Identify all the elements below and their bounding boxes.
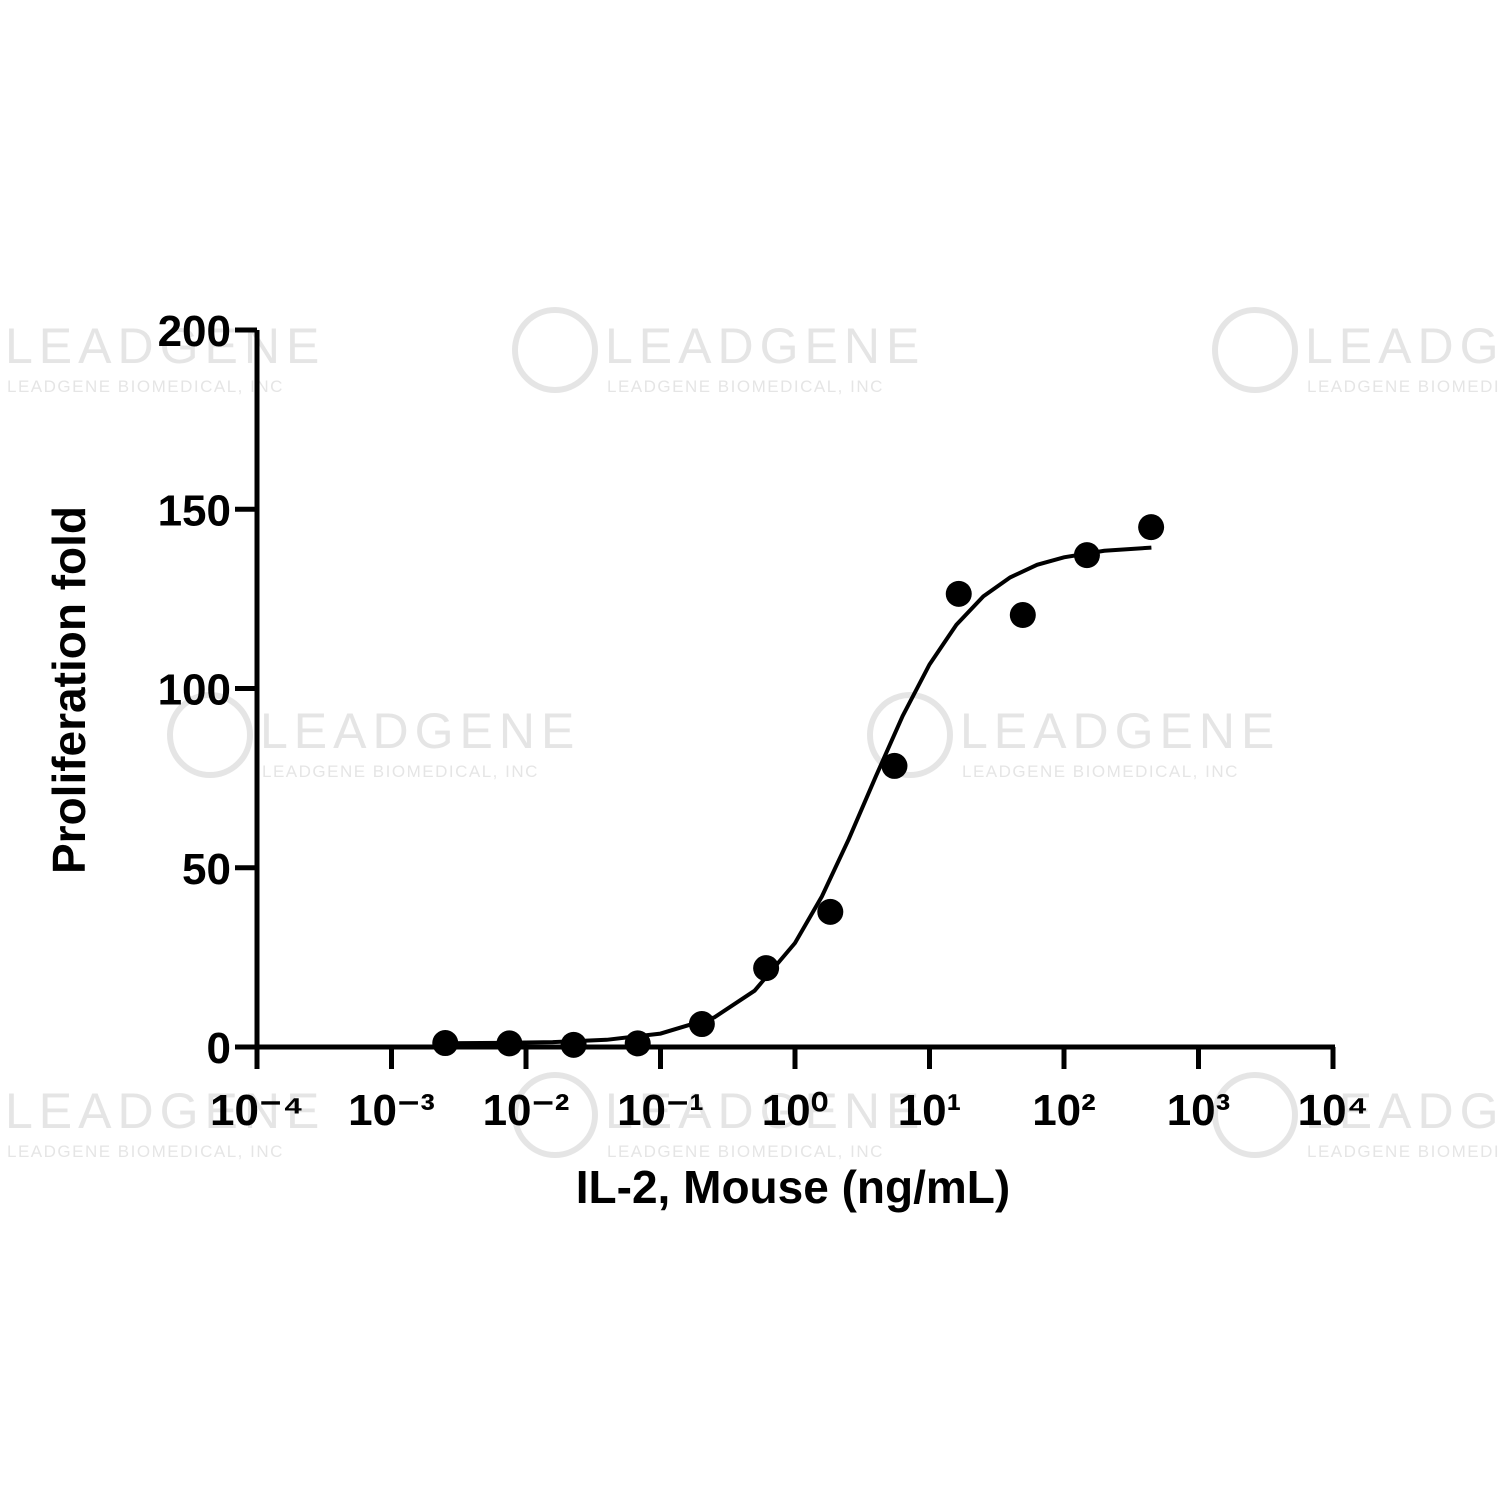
watermark-subtitle: LEADGENE BIOMEDICAL, INC (262, 762, 539, 781)
data-point (624, 1030, 651, 1057)
watermark-subtitle: LEADGENE BIOMEDICAL, INC (7, 1142, 284, 1161)
watermark-title: LEADGENE (5, 1083, 325, 1139)
data-point (496, 1030, 523, 1057)
x-tick-label: 10⁻⁴ (210, 1086, 304, 1135)
watermark-subtitle: LEADGENE BIOMEDICAL, INC (1307, 1142, 1500, 1161)
data-point (688, 1011, 715, 1038)
watermark-subtitle: LEADGENE BIOMEDICAL, INC (962, 762, 1239, 781)
data-point (1073, 542, 1100, 569)
watermarks: LEADGENE LEADGENE BIOMEDICAL, INC LEADGENE… (5, 307, 1500, 1161)
y-tick-label: 0 (207, 1024, 231, 1073)
watermark-logo (867, 692, 953, 778)
watermark-title: LEADGENE (605, 1083, 925, 1139)
watermark-subtitle: LEADGENE BIOMEDICAL, INC (607, 1142, 884, 1161)
watermark-subtitle: LEADGENE BIOMEDICAL, INC (1307, 377, 1500, 396)
watermark-subtitle: LEADGENE BIOMEDICAL, INC (7, 377, 284, 396)
watermark-logo (167, 692, 253, 778)
data-point (881, 752, 908, 779)
data-point (560, 1031, 587, 1058)
y-axis-label: Proliferation fold (43, 506, 95, 874)
x-tick-label: 10² (1032, 1086, 1096, 1135)
x-tick-label: 10⁰ (762, 1086, 829, 1135)
data-point (1138, 514, 1165, 541)
fit-curve (445, 545, 1152, 1046)
data-point (1009, 602, 1036, 629)
watermark-logo (1212, 307, 1298, 393)
x-tick-label: 10⁻¹ (617, 1086, 704, 1135)
data-point (753, 955, 780, 982)
watermark-logo (1212, 1072, 1298, 1158)
y-tick-label: 100 (158, 666, 231, 715)
watermark-logo (512, 307, 598, 393)
x-axis-label: IL-2, Mouse (ng/mL) (576, 1161, 1010, 1213)
x-tick-label: 10⁻³ (348, 1086, 435, 1135)
y-tick-label: 50 (182, 845, 231, 894)
watermark-subtitle: LEADGENE BIOMEDICAL, INC (607, 377, 884, 396)
watermark-title: LEADGENE (605, 318, 925, 374)
data-point (432, 1030, 459, 1057)
watermark-title: LEADGENE (260, 703, 580, 759)
watermark-title: LEADGENE (5, 318, 325, 374)
watermark-title: LEADGENE (1305, 1083, 1500, 1139)
y-tick-label: 200 (158, 307, 231, 356)
watermark-logo (512, 1072, 598, 1158)
data-point (945, 580, 972, 607)
y-tick-label: 150 (158, 486, 231, 535)
watermark-title: LEADGENE (1305, 318, 1500, 374)
x-tick-label: 10¹ (898, 1086, 962, 1135)
x-tick-label: 10³ (1167, 1086, 1231, 1135)
x-tick-label: 10⁻² (483, 1086, 570, 1135)
x-tick-label: 10⁴ (1298, 1086, 1369, 1135)
data-point (817, 898, 844, 925)
watermark-title: LEADGENE (960, 703, 1280, 759)
